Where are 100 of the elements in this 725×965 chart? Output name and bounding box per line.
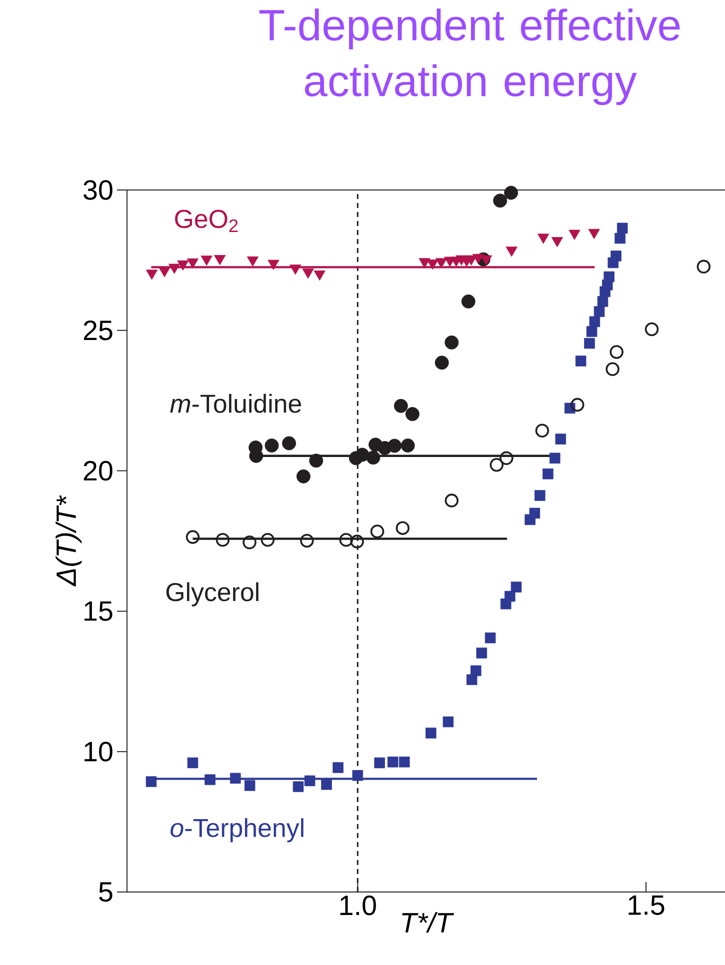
point: [405, 407, 420, 422]
point: [538, 234, 550, 244]
point: [394, 398, 408, 413]
point: [504, 186, 518, 200]
point: [339, 532, 354, 547]
x-axis-title: T*/T: [402, 912, 454, 933]
point: [696, 260, 711, 274]
y-tick-label: 20: [84, 460, 112, 481]
point: [472, 254, 484, 264]
point: [500, 451, 514, 466]
point: [597, 296, 608, 307]
point: [535, 424, 550, 438]
point: [606, 362, 620, 376]
x-tick-label: 1.5: [628, 896, 664, 915]
point: [355, 448, 370, 462]
point: [366, 450, 380, 465]
point: [352, 770, 364, 781]
y-tick-label: 15: [84, 601, 112, 621]
point: [442, 716, 454, 728]
point: [242, 536, 256, 550]
point: [246, 256, 259, 267]
point: [321, 779, 332, 790]
point: [568, 230, 580, 240]
point: [374, 757, 385, 768]
point: [418, 258, 430, 268]
point: [529, 508, 540, 519]
point: [610, 250, 622, 262]
point: [461, 294, 476, 308]
point: [476, 648, 488, 658]
series-label: m-Toluidine: [170, 394, 302, 413]
point: [444, 335, 459, 350]
point: [332, 762, 344, 773]
point: [186, 530, 200, 544]
point: [168, 264, 180, 274]
point: [534, 490, 546, 501]
point: [304, 775, 316, 786]
point: [426, 260, 438, 270]
point: [584, 338, 595, 349]
y-axis-title: Δ(T)/T*: [56, 495, 82, 587]
y-tick-label: 10: [84, 742, 112, 762]
x-tick-label: 1.0: [340, 896, 376, 916]
point: [575, 356, 586, 366]
point: [586, 326, 598, 337]
point: [504, 590, 516, 602]
point: [186, 258, 199, 269]
point: [542, 468, 554, 480]
point: [398, 756, 410, 768]
point: [604, 271, 614, 282]
point: [644, 322, 659, 336]
point: [470, 665, 482, 676]
point: [216, 532, 230, 547]
point: [158, 267, 170, 278]
point: [484, 632, 496, 644]
point: [555, 434, 566, 444]
point: [292, 781, 304, 792]
point: [200, 256, 212, 266]
series-label: GeO$_{2}$: [175, 210, 238, 232]
point: [551, 237, 563, 248]
point: [610, 345, 624, 359]
point: [387, 756, 398, 768]
point: [589, 316, 600, 328]
point: [480, 255, 492, 266]
point: [296, 469, 310, 484]
point: [204, 774, 216, 786]
point: [510, 582, 522, 592]
point: [264, 438, 279, 452]
point: [435, 258, 448, 268]
point: [309, 454, 324, 468]
point: [302, 268, 314, 279]
point: [282, 436, 296, 450]
point: [444, 494, 459, 508]
chart-title: T-dependent effective activation energy: [259, 8, 680, 106]
point: [616, 222, 628, 234]
point: [187, 757, 198, 768]
point: [434, 356, 449, 370]
point: [493, 194, 508, 208]
y-tick-label: 25: [84, 320, 112, 340]
point: [506, 246, 518, 257]
point: [396, 521, 410, 535]
point: [588, 228, 600, 240]
legend-label: Glycerol: [166, 582, 258, 606]
point: [314, 270, 326, 281]
point: [426, 728, 436, 738]
point: [350, 534, 364, 548]
point: [370, 524, 384, 538]
point: [550, 452, 560, 464]
point: [177, 260, 189, 271]
y-tick-label: 5: [99, 882, 112, 902]
point: [614, 232, 626, 244]
point: [570, 398, 584, 412]
point: [146, 776, 157, 788]
point: [300, 534, 314, 548]
point: [230, 772, 241, 784]
point: [490, 458, 504, 472]
point: [268, 260, 280, 270]
point: [146, 270, 158, 280]
y-tick-label: 30: [84, 180, 112, 200]
point: [260, 532, 275, 547]
point: [214, 255, 226, 266]
point: [290, 264, 302, 275]
